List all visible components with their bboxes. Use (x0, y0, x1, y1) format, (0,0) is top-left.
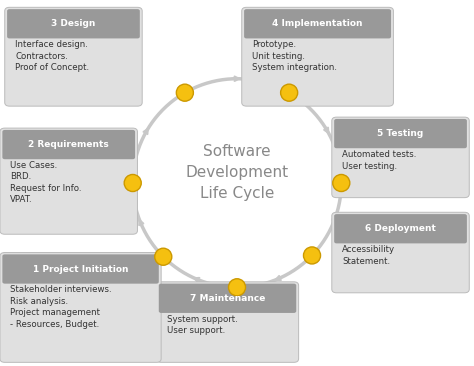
Ellipse shape (176, 84, 193, 101)
Text: 5 Testing: 5 Testing (377, 129, 424, 138)
Text: Interface design.
Contractors.
Proof of Concept.: Interface design. Contractors. Proof of … (15, 40, 89, 72)
FancyBboxPatch shape (244, 9, 391, 38)
Ellipse shape (155, 248, 172, 265)
Text: Software
Development
Life Cycle: Software Development Life Cycle (185, 143, 289, 201)
FancyBboxPatch shape (0, 128, 137, 234)
FancyBboxPatch shape (156, 282, 299, 362)
Text: Use Cases.
BRD.
Request for Info.
VPAT.: Use Cases. BRD. Request for Info. VPAT. (10, 161, 82, 204)
Text: 3 Design: 3 Design (51, 19, 96, 28)
FancyBboxPatch shape (334, 214, 467, 243)
FancyBboxPatch shape (7, 9, 140, 38)
Ellipse shape (124, 175, 141, 191)
FancyBboxPatch shape (159, 284, 296, 313)
Text: Stakeholder interviews.
Risk analysis.
Project management
- Resources, Budget.: Stakeholder interviews. Risk analysis. P… (10, 285, 112, 329)
FancyBboxPatch shape (5, 7, 142, 106)
FancyBboxPatch shape (0, 253, 161, 362)
Ellipse shape (333, 175, 350, 191)
Text: 6 Deployment: 6 Deployment (365, 224, 436, 233)
FancyBboxPatch shape (242, 7, 393, 106)
FancyBboxPatch shape (334, 119, 467, 148)
Text: 7 Maintenance: 7 Maintenance (190, 294, 265, 303)
Ellipse shape (303, 247, 320, 264)
FancyBboxPatch shape (2, 130, 135, 159)
Text: System support.
User support.: System support. User support. (167, 315, 237, 335)
Ellipse shape (228, 279, 246, 296)
FancyBboxPatch shape (2, 254, 159, 284)
Ellipse shape (281, 84, 298, 101)
Text: Prototype.
Unit testing.
System integration.: Prototype. Unit testing. System integrat… (252, 40, 337, 72)
Text: Accessibility
Statement.: Accessibility Statement. (342, 245, 395, 266)
Text: 2 Requirements: 2 Requirements (28, 140, 109, 149)
FancyBboxPatch shape (332, 117, 469, 198)
FancyBboxPatch shape (332, 212, 469, 293)
Text: 1 Project Initiation: 1 Project Initiation (33, 265, 128, 273)
Text: 4 Implementation: 4 Implementation (273, 19, 363, 28)
Text: Automated tests.
User testing.: Automated tests. User testing. (342, 150, 417, 171)
